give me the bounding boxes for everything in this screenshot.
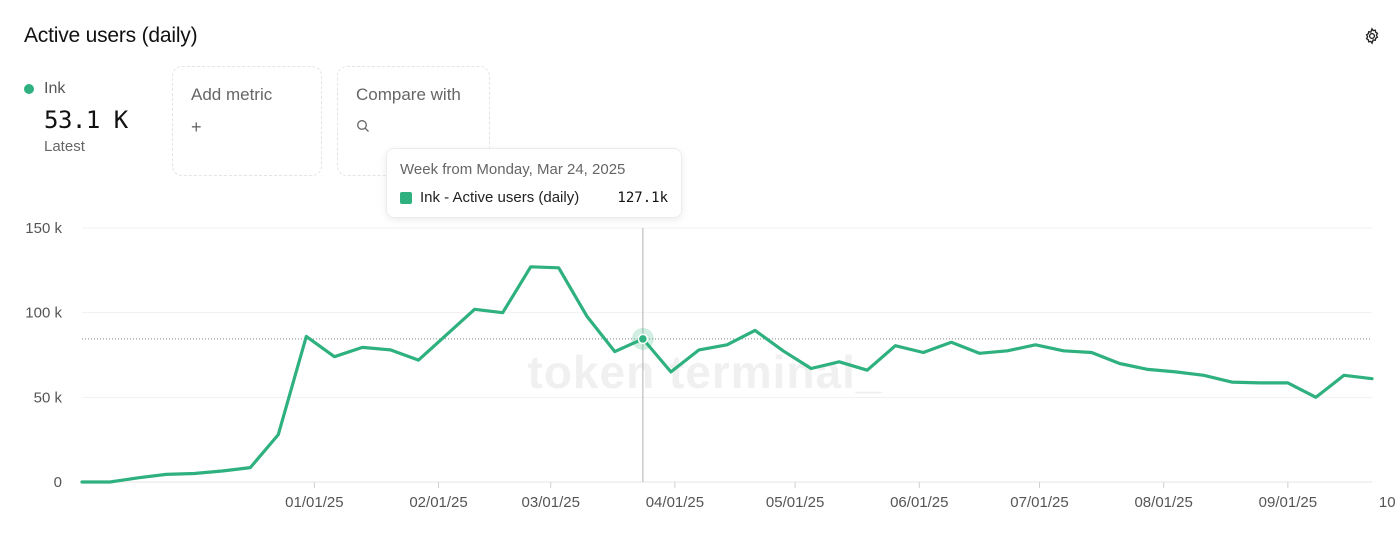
series-color-dot — [24, 84, 34, 94]
y-tick-label: 0 — [54, 474, 62, 491]
plus-icon: + — [191, 117, 202, 137]
tooltip-header: Week from Monday, Mar 24, 2025 — [400, 161, 626, 178]
metric-sublabel: Latest — [44, 138, 85, 155]
chart-tooltip: Week from Monday, Mar 24, 2025 Ink - Act… — [386, 148, 682, 218]
compare-with-label: Compare with — [356, 85, 461, 104]
metric-value: 53.1 K — [44, 106, 128, 134]
x-tick-label: 08/01/25 — [1134, 494, 1192, 511]
add-metric-label: Add metric — [191, 85, 273, 104]
x-tick-label: 01/01/25 — [285, 494, 343, 511]
metric-summary: Ink 53.1 K Latest — [24, 80, 154, 155]
x-tick-label: 04/01/25 — [646, 494, 704, 511]
gear-icon[interactable] — [1363, 27, 1381, 45]
y-tick-label: 100 k — [25, 305, 62, 322]
y-tick-label: 150 k — [25, 220, 62, 237]
x-tick-label: 09/01/25 — [1259, 494, 1317, 511]
series-line-ink — [80, 265, 1374, 484]
x-tick-label: 02/01/25 — [409, 494, 467, 511]
highlight-point — [637, 333, 649, 345]
x-tick-label: 06/01/25 — [890, 494, 948, 511]
search-icon — [357, 120, 369, 132]
watermark-text: token terminal_ — [528, 346, 883, 398]
metric-name: Ink — [44, 80, 66, 97]
x-tick-label: 03/01/25 — [522, 494, 580, 511]
tooltip-swatch — [400, 191, 412, 204]
tooltip-value: 127.1k — [617, 189, 668, 206]
add-metric-button[interactable]: Add metric + — [172, 66, 322, 176]
tooltip-series-label: Ink - Active users (daily) — [420, 189, 580, 206]
page-title: Active users (daily) — [24, 24, 198, 47]
x-tick-label: 10/01/25 — [1379, 494, 1395, 511]
x-tick-label: 07/01/25 — [1010, 494, 1068, 511]
x-tick-label: 05/01/25 — [766, 494, 824, 511]
y-tick-label: 50 k — [34, 389, 63, 406]
